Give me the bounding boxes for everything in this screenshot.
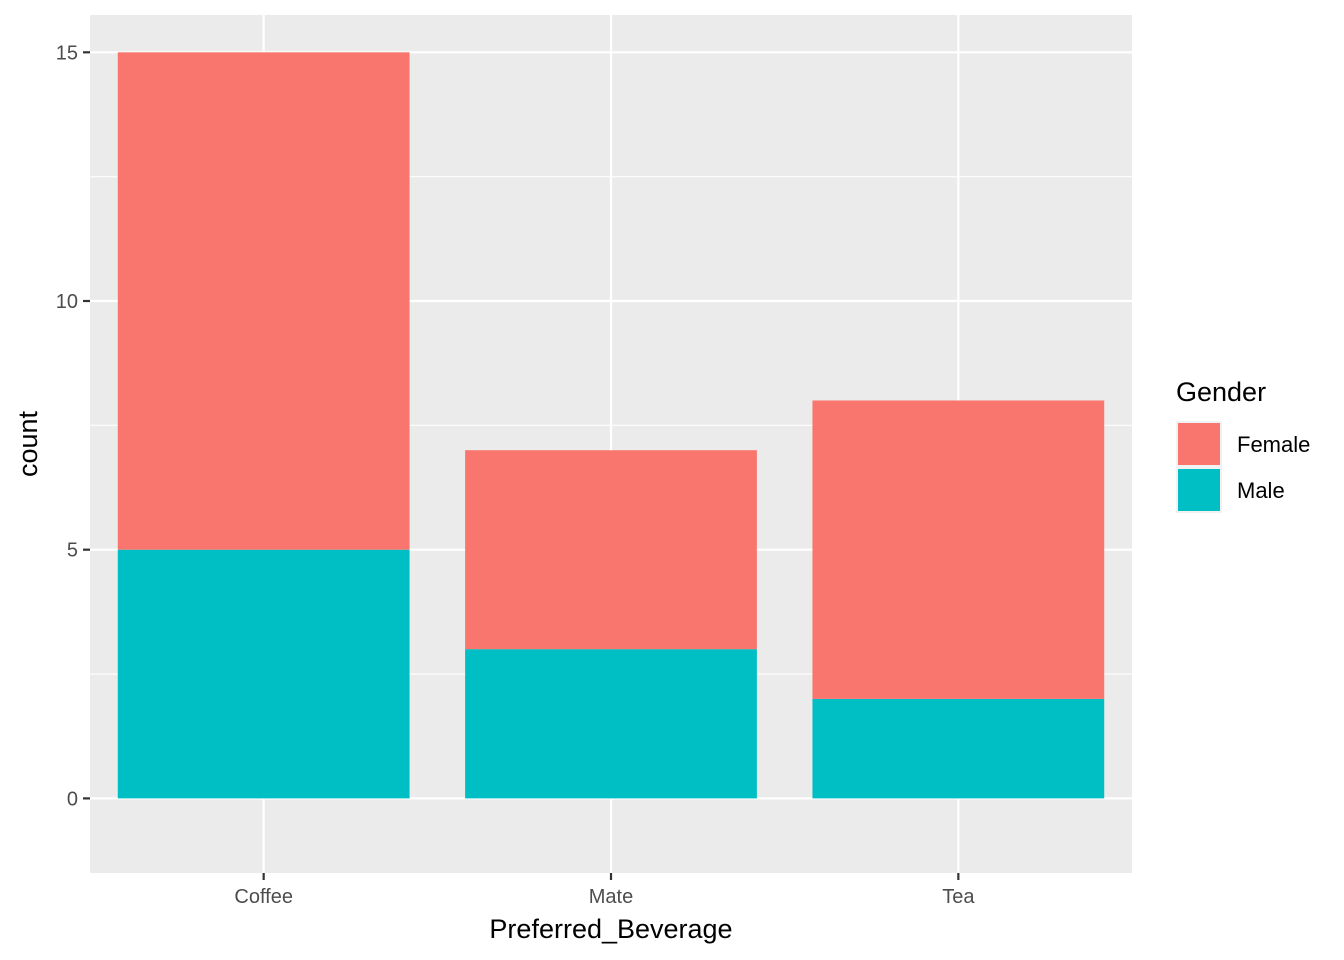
y-axis-title: count [13, 410, 43, 477]
legend-label-male: Male [1237, 478, 1285, 503]
legend-title: Gender [1176, 377, 1266, 407]
legend-swatch-male [1178, 469, 1220, 511]
bar-tea-female [812, 400, 1105, 699]
x-tick-label: Mate [589, 886, 633, 908]
x-axis-title: Preferred_Beverage [489, 914, 732, 944]
bar-mate-male [465, 649, 757, 799]
y-axis: 0 5 10 15 [56, 42, 90, 810]
y-tick-label: 10 [56, 291, 78, 313]
bar-coffee-female [117, 52, 410, 550]
bar-mate-female [465, 450, 757, 650]
bar-tea-male [812, 698, 1105, 799]
y-tick-label: 5 [67, 540, 78, 562]
x-axis: Coffee Mate Tea [234, 873, 975, 908]
legend-swatch-female [1178, 423, 1220, 465]
x-tick-label: Coffee [234, 886, 293, 908]
bar-coffee-male [117, 549, 410, 799]
bars [117, 52, 1105, 799]
legend: Gender Female Male [1176, 377, 1310, 513]
legend-label-female: Female [1237, 432, 1310, 457]
x-tick-label: Tea [942, 886, 975, 908]
y-tick-label: 15 [56, 42, 78, 64]
y-tick-label: 0 [67, 788, 78, 810]
